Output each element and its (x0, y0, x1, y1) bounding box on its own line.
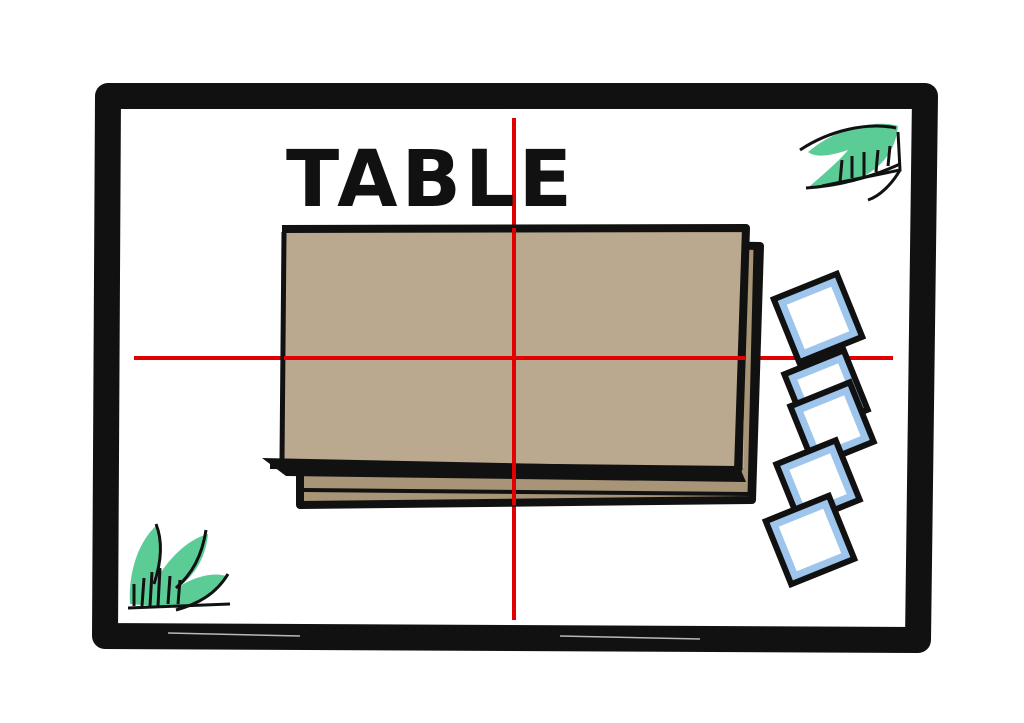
chair-square (772, 436, 864, 528)
plant-icon (127, 523, 231, 612)
chair-square (769, 269, 867, 367)
table-shape (262, 224, 764, 509)
plant-icon (799, 123, 902, 202)
diagram-title: TABLE (286, 135, 576, 225)
square-stack-icon (761, 269, 878, 589)
chair-square (761, 491, 859, 589)
crosshair-over-table (284, 228, 745, 505)
chair-square (786, 378, 878, 470)
room-frame (92, 83, 938, 653)
